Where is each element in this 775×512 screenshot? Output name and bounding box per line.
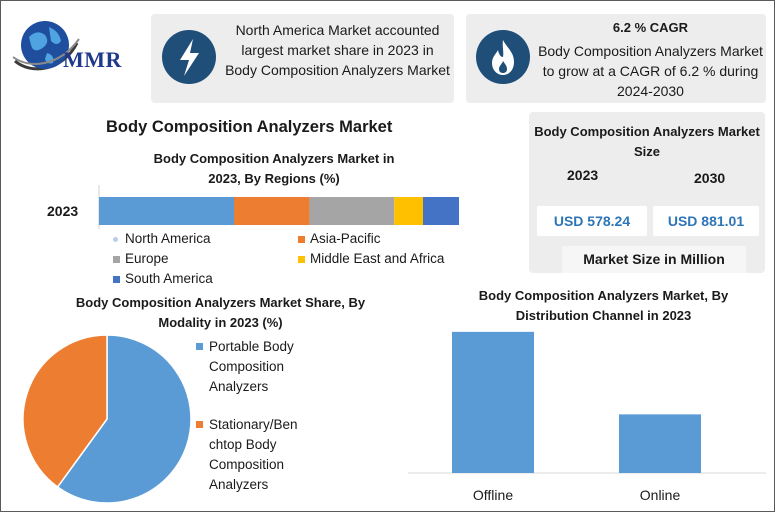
regions-chart-title: Body Composition Analyzers Market in 202…	[153, 151, 395, 186]
cagr-text: Body Composition Analyzers Market to gro…	[538, 43, 763, 99]
legend-label: Middle East and Africa	[310, 251, 445, 266]
distribution-chart-title: Body Composition Analyzers Market, By Di…	[478, 288, 729, 323]
legend-swatch	[113, 237, 118, 242]
x-tick-label: Offline	[473, 487, 513, 503]
legend-label: North America	[125, 231, 211, 246]
pie-slice-0	[56, 334, 192, 504]
legend-swatch	[298, 256, 305, 263]
cagr-title: 6.2 % CAGR	[612, 20, 689, 35]
legend-label: Asia-Pacific	[310, 231, 381, 246]
info-box-north-america: North America Market accounted largest m…	[151, 14, 454, 103]
logo-text: MMR	[63, 47, 122, 72]
lightning-bolt-icon	[162, 30, 216, 84]
value-2023: USD 578.24	[537, 206, 647, 236]
main-title: Body Composition Analyzers Market	[106, 118, 393, 136]
region-segment-2	[309, 197, 395, 225]
x-tick-label: Online	[640, 487, 681, 503]
bar-offline	[452, 331, 534, 473]
legend-label: South America	[125, 271, 213, 286]
legend-swatch	[113, 276, 120, 283]
market-size-box: Body Composition Analyzers Market Size 2…	[529, 112, 765, 273]
modality-legend: Portable Body Composition Analyzers Station…	[196, 337, 331, 497]
year-2030-label: 2030	[694, 170, 726, 186]
legend-swatch	[113, 256, 120, 263]
modality-pie-chart	[22, 334, 192, 504]
globe-icon	[12, 21, 80, 71]
legend-swatch	[298, 236, 305, 243]
info-box-text: North America Market accounted largest m…	[225, 22, 450, 78]
bar-online	[619, 414, 701, 473]
region-segment-0	[99, 197, 234, 225]
value-2030: USD 881.01	[653, 206, 759, 236]
market-size-unit: Market Size in Million	[562, 246, 746, 273]
legend-label: Stationary/Ben chtop Body Composition Analy…	[209, 417, 298, 492]
modality-chart-title: Body Composition Analyzers Market Share,…	[75, 295, 366, 330]
region-segment-1	[234, 197, 310, 225]
regions-category-label: 2023	[47, 203, 78, 219]
region-segment-3	[394, 197, 423, 225]
legend-swatch	[196, 343, 203, 350]
logo	[11, 13, 161, 83]
legend-swatch	[196, 421, 203, 428]
region-segment-4	[423, 197, 459, 225]
legend-label: Europe	[125, 251, 169, 266]
market-size-title: Body Composition Analyzers Market Size	[534, 124, 760, 159]
pie-slice-1	[22, 334, 108, 489]
regions-legend: North America Asia-Pacific Europe Middle Ea…	[113, 231, 483, 289]
year-2023-label: 2023	[567, 167, 599, 183]
flame-icon	[476, 30, 530, 84]
regions-chart: 2023	[47, 185, 459, 229]
info-box-cagr: 6.2 % CAGR Body Composition Analyzers Ma…	[466, 14, 766, 103]
distribution-bar-chart: Offline Online	[408, 331, 766, 503]
legend-label: Portable Body Composition Analyzers	[209, 339, 294, 394]
